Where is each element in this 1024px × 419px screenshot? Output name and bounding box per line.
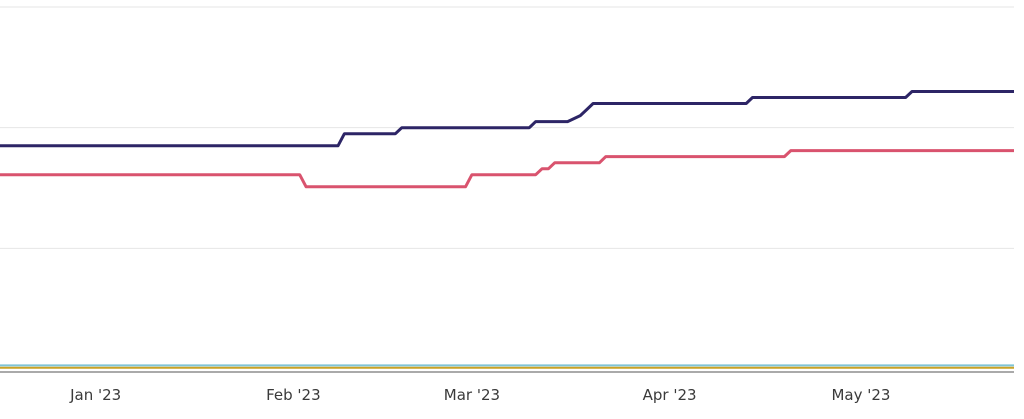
x-tick-label-1: Feb '23: [266, 386, 321, 404]
x-tick-label-3: Apr '23: [643, 386, 697, 404]
x-tick-labels: Jan '23 Feb '23 Mar '23 Apr '23 May '23: [69, 386, 890, 404]
series-line-0: [0, 90, 1014, 148]
x-tick-label-0: Jan '23: [69, 386, 121, 404]
series-group: [0, 90, 1014, 369]
x-tick-label-2: Mar '23: [444, 386, 500, 404]
series-line-1: [0, 149, 1014, 189]
x-tick-label-4: May '23: [831, 386, 890, 404]
